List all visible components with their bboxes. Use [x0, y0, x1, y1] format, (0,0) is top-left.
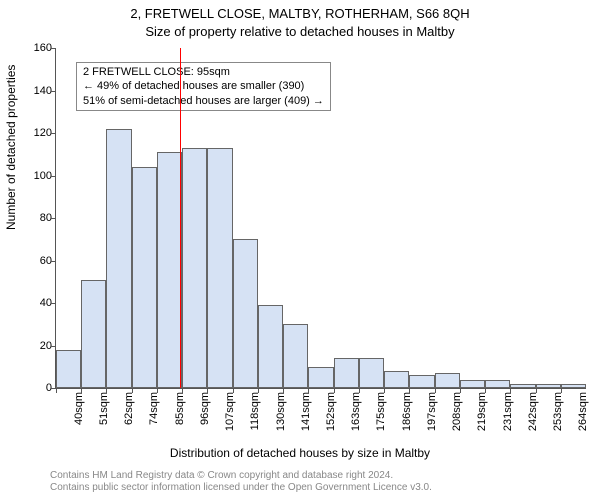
- x-tick-label: 163sqm: [350, 388, 362, 431]
- x-tick-label: 253sqm: [552, 388, 564, 431]
- annotation-line1: 2 FRETWELL CLOSE: 95sqm: [83, 65, 324, 79]
- x-tick-mark: [106, 388, 107, 393]
- footer-line1: Contains HM Land Registry data © Crown c…: [50, 470, 432, 482]
- histogram-bar: [207, 148, 232, 388]
- histogram-bar: [308, 367, 333, 388]
- x-tick-mark: [334, 388, 335, 393]
- x-tick-label: 208sqm: [451, 388, 463, 431]
- y-tick-mark: [51, 133, 56, 134]
- x-tick-mark: [132, 388, 133, 393]
- y-axis-label: Number of detached properties: [4, 65, 18, 230]
- x-tick-label: 231sqm: [502, 388, 514, 431]
- histogram-bar: [485, 380, 510, 389]
- x-tick-mark: [56, 388, 57, 393]
- x-tick-label: 175sqm: [375, 388, 387, 431]
- histogram-bar: [106, 129, 131, 388]
- histogram-bar: [132, 167, 157, 388]
- x-tick-label: 197sqm: [426, 388, 438, 431]
- histogram-bar: [157, 152, 182, 388]
- x-tick-label: 85sqm: [174, 388, 186, 425]
- x-tick-mark: [384, 388, 385, 393]
- x-tick-mark: [233, 388, 234, 393]
- histogram-bar: [258, 305, 283, 388]
- x-tick-label: 62sqm: [123, 388, 135, 425]
- x-tick-label: 107sqm: [224, 388, 236, 431]
- histogram-bar: [56, 350, 81, 388]
- x-tick-mark: [510, 388, 511, 393]
- x-tick-label: 118sqm: [249, 388, 261, 430]
- x-axis-label: Distribution of detached houses by size …: [0, 446, 600, 460]
- x-tick-mark: [561, 388, 562, 393]
- histogram-bar: [182, 148, 207, 388]
- annotation-line3: 51% of semi-detached houses are larger (…: [83, 94, 324, 108]
- plot-area: 2 FRETWELL CLOSE: 95sqm ← 49% of detache…: [55, 48, 586, 389]
- reference-line: [180, 48, 181, 388]
- x-tick-label: 152sqm: [325, 388, 337, 431]
- x-tick-mark: [460, 388, 461, 393]
- annotation-line2: ← 49% of detached houses are smaller (39…: [83, 79, 324, 93]
- y-tick-mark: [51, 303, 56, 304]
- x-tick-mark: [258, 388, 259, 393]
- y-tick-mark: [51, 346, 56, 347]
- histogram-bar: [384, 371, 409, 388]
- x-tick-label: 51sqm: [98, 388, 110, 425]
- y-tick-mark: [51, 48, 56, 49]
- footer-text: Contains HM Land Registry data © Crown c…: [50, 470, 432, 494]
- histogram-bar: [81, 280, 106, 388]
- x-tick-mark: [536, 388, 537, 393]
- x-tick-mark: [485, 388, 486, 393]
- x-tick-mark: [435, 388, 436, 393]
- x-tick-mark: [157, 388, 158, 393]
- x-tick-mark: [81, 388, 82, 393]
- x-tick-mark: [308, 388, 309, 393]
- chart-container: 2, FRETWELL CLOSE, MALTBY, ROTHERHAM, S6…: [0, 0, 600, 500]
- histogram-bar: [334, 358, 359, 388]
- histogram-bar: [359, 358, 384, 388]
- x-tick-mark: [409, 388, 410, 393]
- x-tick-mark: [207, 388, 208, 393]
- histogram-bar: [233, 239, 258, 388]
- x-tick-mark: [359, 388, 360, 393]
- chart-title-line1: 2, FRETWELL CLOSE, MALTBY, ROTHERHAM, S6…: [0, 6, 600, 21]
- annotation-box: 2 FRETWELL CLOSE: 95sqm ← 49% of detache…: [76, 62, 331, 111]
- y-tick-mark: [51, 261, 56, 262]
- y-tick-mark: [51, 218, 56, 219]
- histogram-bar: [460, 380, 485, 389]
- x-tick-label: 264sqm: [577, 388, 589, 431]
- x-tick-mark: [283, 388, 284, 393]
- x-tick-label: 186sqm: [401, 388, 413, 431]
- x-tick-mark: [182, 388, 183, 393]
- histogram-bar: [409, 375, 434, 388]
- y-tick-mark: [51, 176, 56, 177]
- chart-title-line2: Size of property relative to detached ho…: [0, 24, 600, 39]
- x-tick-label: 141sqm: [300, 388, 312, 431]
- histogram-bar: [435, 373, 460, 388]
- y-tick-mark: [51, 91, 56, 92]
- histogram-bar: [283, 324, 308, 388]
- x-tick-label: 242sqm: [527, 388, 539, 431]
- x-tick-label: 130sqm: [275, 388, 287, 431]
- x-tick-label: 40sqm: [73, 388, 85, 425]
- footer-line2: Contains public sector information licen…: [50, 482, 432, 494]
- x-tick-label: 74sqm: [148, 388, 160, 425]
- x-tick-label: 219sqm: [476, 388, 488, 431]
- x-tick-label: 96sqm: [199, 388, 211, 425]
